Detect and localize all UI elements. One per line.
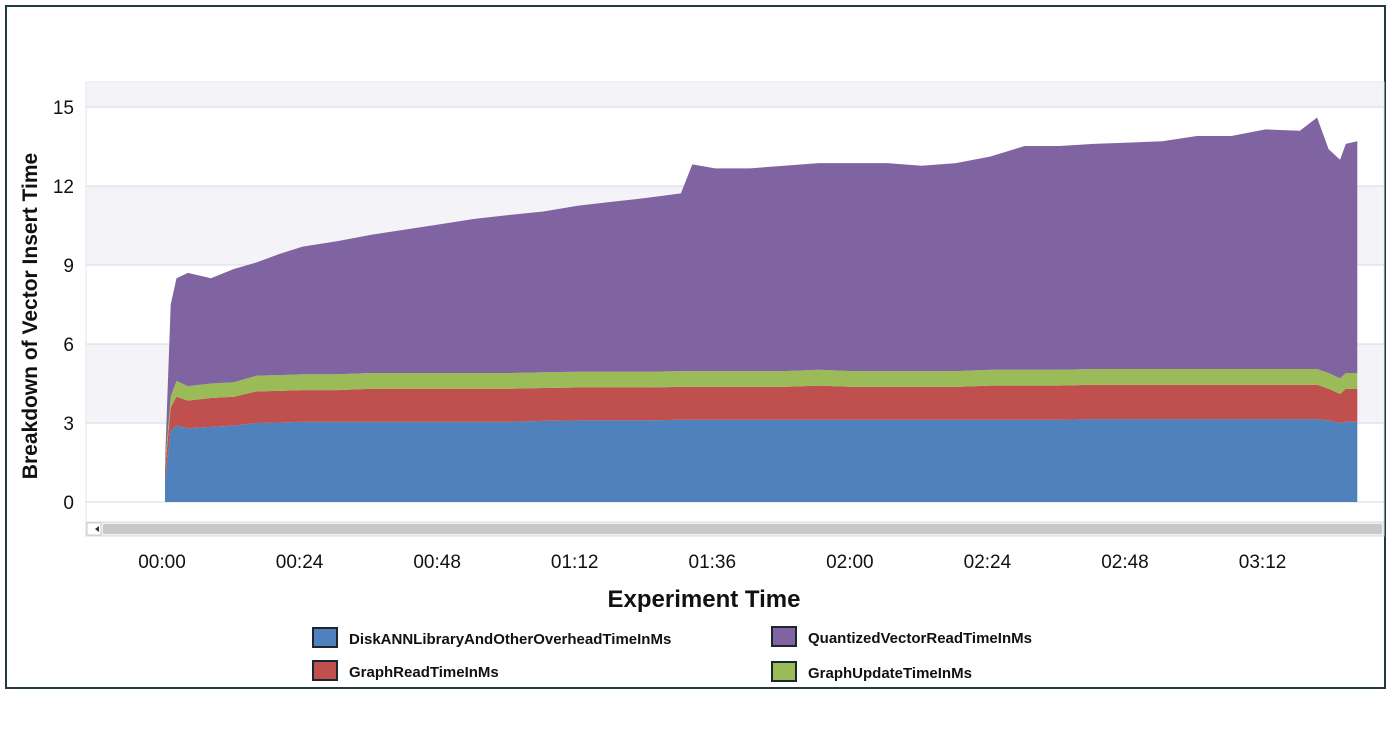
area-series-diskannlibraryandotheroverheadtimeinms	[165, 419, 1358, 502]
x-tick-label: 02:24	[964, 552, 1012, 573]
x-tick-label: 01:36	[689, 552, 737, 573]
x-tick-label: 00:00	[138, 552, 186, 573]
legend-swatch-graphupdatetimeinms	[771, 661, 797, 682]
x-tick-label: 02:48	[1101, 552, 1149, 573]
area-series-graphreadtimeinms	[165, 384, 1358, 481]
y-tick-label: 9	[63, 256, 74, 277]
scroll-left-button[interactable]	[86, 522, 102, 536]
y-tick-label: 6	[63, 335, 74, 356]
x-tick-label: 00:48	[413, 552, 461, 573]
y-axis-title: Breakdown of Vector Insert Time	[19, 153, 42, 479]
scrollbar-thumb[interactable]	[103, 524, 1382, 534]
legend-label-diskannlibraryandotheroverheadtimeinms: DiskANNLibraryAndOtherOverheadTimeInMs	[349, 631, 671, 648]
legend-label-graphreadtimeinms: GraphReadTimeInMs	[349, 664, 499, 681]
area-series-quantizedvectorreadtimeinms	[165, 117, 1358, 466]
legend-swatch-quantizedvectorreadtimeinms	[771, 626, 797, 647]
y-tick-label: 3	[63, 414, 74, 435]
x-tick-label: 01:12	[551, 552, 599, 573]
legend-label-graphupdatetimeinms: GraphUpdateTimeInMs	[808, 665, 972, 682]
x-tick-label: 00:24	[276, 552, 324, 573]
y-tick-label: 0	[63, 493, 74, 514]
x-tick-label: 03:12	[1239, 552, 1287, 573]
x-tick-label: 02:00	[826, 552, 874, 573]
scroll-left-arrow-icon	[95, 526, 99, 532]
area-series-graphupdatetimeinms	[165, 369, 1358, 471]
legend-label-quantizedvectorreadtimeinms: QuantizedVectorReadTimeInMs	[808, 630, 1032, 647]
plot-band	[87, 83, 1383, 107]
legend-swatch-diskannlibraryandotheroverheadtimeinms	[312, 627, 338, 648]
y-tick-label: 12	[53, 177, 74, 198]
y-tick-label: 15	[53, 98, 74, 119]
x-axis-title: Experiment Time	[608, 586, 801, 613]
legend-swatch-graphreadtimeinms	[312, 660, 338, 681]
